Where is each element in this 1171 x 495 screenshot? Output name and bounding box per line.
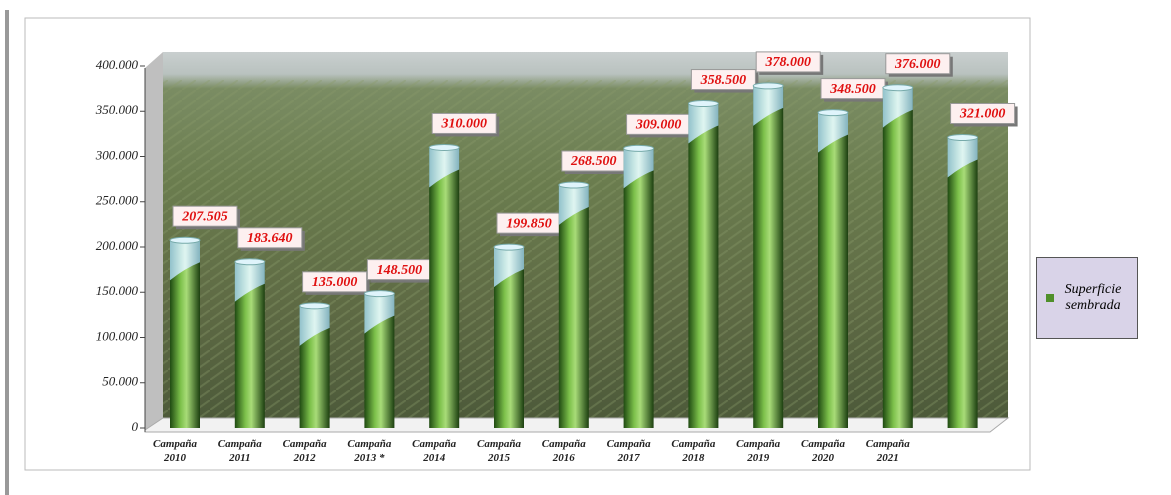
bar-top <box>623 144 655 152</box>
bar <box>882 87 913 428</box>
value-label: 358.500 <box>700 73 747 88</box>
bar-highlight <box>947 137 978 178</box>
bar <box>688 103 719 429</box>
bar-highlight <box>753 85 784 126</box>
bar-highlight <box>688 103 719 144</box>
legend-swatch <box>1046 294 1054 302</box>
x-tick-label: Campaña 2015 <box>476 438 521 464</box>
value-label-box <box>431 112 497 134</box>
value-label: 183.640 <box>247 231 293 246</box>
value-label: 309.000 <box>635 118 682 133</box>
bar-top <box>493 243 525 251</box>
bar-highlight <box>558 185 589 226</box>
x-tick-label: Campaña 2010 <box>152 438 197 464</box>
y-tick-label: 0 <box>132 419 139 434</box>
bar-highlight <box>429 147 460 188</box>
bar-top <box>947 133 979 141</box>
x-tick-label: Campaña 2020 <box>800 438 845 464</box>
bar-group <box>752 82 784 428</box>
value-label-box <box>755 51 821 73</box>
x-tick-label: Campaña 2012 <box>282 438 327 464</box>
x-tick-label: Campaña 2018 <box>671 438 716 464</box>
value-label-box <box>950 102 1016 124</box>
value-label: 268.500 <box>570 154 617 169</box>
value-label-box <box>690 69 756 91</box>
bar <box>429 147 460 428</box>
x-tick-label: Campaña 2019 <box>736 438 781 464</box>
bar-highlight <box>234 261 265 302</box>
bar-highlight <box>818 112 848 153</box>
legend: Superficie sembrada <box>1036 257 1138 339</box>
y-tick-label: 400.000 <box>96 57 139 72</box>
bar <box>947 137 978 428</box>
bar-highlight <box>494 247 524 288</box>
bar-top <box>687 100 719 108</box>
bar-top <box>817 109 849 117</box>
x-tick-label: Campaña 2013 * <box>347 438 392 464</box>
bar-group <box>947 133 979 428</box>
x-tick-label: Campaña 2021 <box>865 438 910 464</box>
value-label-box <box>885 53 951 75</box>
value-label: 348.500 <box>829 82 876 97</box>
value-label: 199.850 <box>506 216 552 231</box>
value-label: 378.000 <box>764 55 811 70</box>
bar <box>753 85 784 428</box>
value-label: 310.000 <box>440 117 487 132</box>
y-tick-label: 200.000 <box>96 238 139 253</box>
y-tick-label: 50.000 <box>102 374 138 389</box>
bar-highlight <box>299 305 330 346</box>
bar-group <box>623 144 655 429</box>
x-tick-label: Campaña 2016 <box>541 438 586 464</box>
bar <box>818 112 848 429</box>
bar-group <box>687 100 719 429</box>
value-label-box <box>172 205 238 227</box>
bar <box>623 148 654 429</box>
bar-top <box>428 143 460 151</box>
x-tick-label: Campaña 2017 <box>606 438 651 464</box>
bar-top <box>169 236 201 244</box>
bar-group <box>169 236 201 428</box>
y-tick-label: 350.000 <box>95 102 139 117</box>
legend-label: Superficie sembrada <box>1064 282 1122 313</box>
value-label: 148.500 <box>377 263 423 278</box>
bar-group <box>558 181 590 428</box>
bar-group <box>817 109 849 429</box>
y-tick-label: 250.000 <box>96 193 139 208</box>
bar-top <box>558 181 590 189</box>
bar-group <box>493 243 525 428</box>
bar-highlight <box>364 293 395 334</box>
bar <box>558 185 589 428</box>
bar-highlight <box>623 148 654 189</box>
bar-top <box>299 302 331 310</box>
bar-top <box>234 258 266 266</box>
bar-top <box>752 82 784 90</box>
value-label-box <box>237 227 303 249</box>
bar-group <box>299 302 331 428</box>
bar-group <box>363 290 395 428</box>
bar-top <box>882 84 914 92</box>
sheet-edge <box>5 10 9 495</box>
bar-group <box>234 258 266 428</box>
bar-highlight <box>170 240 200 281</box>
x-tick-label: Campaña 2014 <box>412 438 457 464</box>
bar-group <box>428 143 460 428</box>
y-tick-label: 150.000 <box>96 283 139 298</box>
bar-highlight <box>882 87 913 128</box>
value-label: 321.000 <box>959 107 1006 122</box>
y-tick-label: 100.000 <box>96 328 139 343</box>
y-tick-label: 300.000 <box>95 147 139 162</box>
x-tick-label: Campaña 2011 <box>217 438 262 464</box>
value-label: 376.000 <box>894 57 941 72</box>
bar-top <box>363 290 395 298</box>
value-label: 207.505 <box>181 209 228 224</box>
value-label: 135.000 <box>312 275 358 290</box>
bar-group <box>882 84 914 428</box>
value-label-box <box>302 271 368 293</box>
